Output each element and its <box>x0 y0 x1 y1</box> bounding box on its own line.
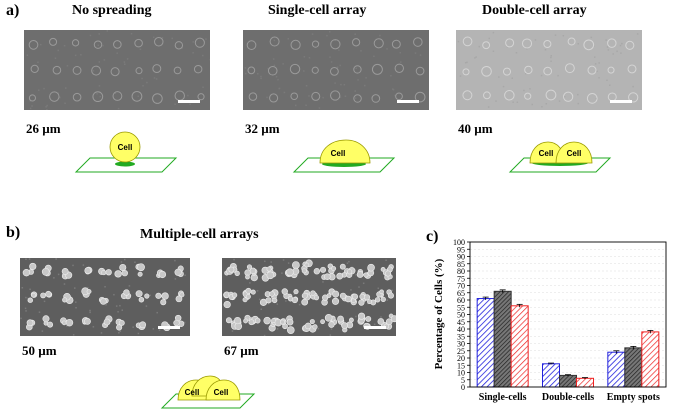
size-label-32um: 32 µm <box>245 121 280 136</box>
bar-3-empty-spots <box>641 331 660 388</box>
y-tick-label: 55 <box>457 303 465 312</box>
panel-c-letter: c) <box>426 228 439 245</box>
cell-label-multi-left: Cell <box>185 388 200 397</box>
y-tick-label: 20 <box>457 354 465 363</box>
cell-label-double-right: Cell <box>567 149 582 158</box>
schematic-double-cell: Cell Cell <box>508 141 612 173</box>
cell-label-no-spreading: Cell <box>118 143 133 152</box>
y-tick-label: 50 <box>457 311 465 320</box>
plot-frame <box>469 241 667 388</box>
micrograph-32um <box>243 30 429 110</box>
x-category-label: Single-cells <box>479 392 527 403</box>
micrograph-67um <box>222 258 396 336</box>
y-tick-label: 90 <box>457 253 465 262</box>
y-tick-label: 65 <box>457 289 465 298</box>
bar-chart: 0510152025303540455055606570758085909510… <box>433 238 667 403</box>
size-label-40um: 40 µm <box>458 121 493 136</box>
title-multiple-cell-arrays: Multiple-cell arrays <box>140 227 259 242</box>
x-category-label: Double-cells <box>542 392 594 403</box>
bar-2-double-cells <box>559 374 577 388</box>
micrograph-50um <box>20 258 190 336</box>
x-category-label: Empty spots <box>607 392 660 403</box>
micrograph-40um <box>456 30 642 110</box>
bar-3-double-cells <box>576 377 594 388</box>
title-single-cell-array: Single-cell array <box>268 3 367 18</box>
title-double-cell-array: Double-cell array <box>482 3 587 18</box>
y-tick-label: 45 <box>457 318 465 327</box>
y-axis-label: Percentage of Cells (%) <box>433 258 445 369</box>
y-tick-label: 10 <box>457 369 465 378</box>
y-tick-label: 80 <box>457 267 465 276</box>
y-tick-label: 35 <box>457 332 465 341</box>
y-tick-label: 60 <box>457 296 465 305</box>
cell-label-double-left: Cell <box>539 149 554 158</box>
cell-label-multi-right: Cell <box>214 388 229 397</box>
bar-1-empty-spots <box>607 351 626 388</box>
y-tick-label: 75 <box>457 274 465 283</box>
schematic-no-spreading: Cell <box>74 131 178 173</box>
y-tick-label: 25 <box>457 347 465 356</box>
y-tick-label: 15 <box>457 361 465 370</box>
bar-3-single-cells <box>510 305 529 388</box>
y-tick-label: 100 <box>453 238 465 247</box>
y-tick-label: 95 <box>457 245 465 254</box>
micrograph-26um <box>24 30 210 110</box>
panel-b-letter: b) <box>6 224 21 241</box>
y-tick-label: 0 <box>461 383 465 392</box>
panel-a-letter: a) <box>6 2 20 19</box>
y-tick-label: 40 <box>457 325 465 334</box>
size-label-50um: 50 µm <box>22 343 57 358</box>
bar-1-double-cells <box>542 363 560 388</box>
bar-2-empty-spots <box>624 347 643 388</box>
size-label-67um: 67 µm <box>224 343 259 358</box>
y-tick-label: 70 <box>457 282 465 291</box>
bar-2-single-cells <box>493 290 512 388</box>
title-no-spreading: No spreading <box>72 3 152 18</box>
size-label-26um: 26 µm <box>26 121 61 136</box>
bar-1-single-cells <box>476 298 495 388</box>
schematic-single-cell: Cell <box>292 139 396 173</box>
y-tick-label: 30 <box>457 340 465 349</box>
y-tick-label: 85 <box>457 260 465 269</box>
cell-label-single-cell: Cell <box>331 149 346 158</box>
y-tick-label: 5 <box>461 376 465 385</box>
schematic-multiple-cell: Cell Cell <box>160 375 256 409</box>
